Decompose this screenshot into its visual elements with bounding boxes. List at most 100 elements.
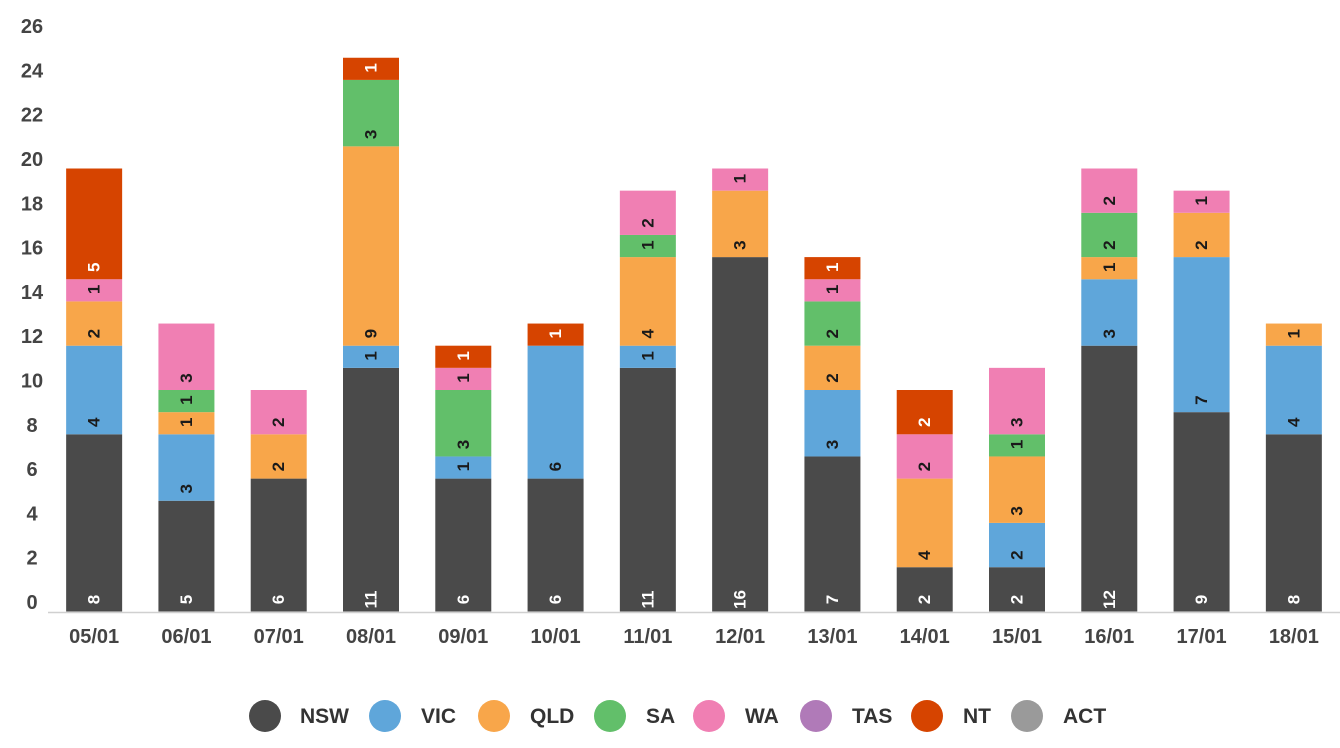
- y-tick-label: 4: [26, 503, 38, 525]
- data-label-qld: 2: [269, 462, 288, 471]
- legend-label: ACT: [1063, 705, 1106, 728]
- legend-label: NSW: [300, 705, 349, 728]
- data-label-nsw: 11: [638, 591, 657, 609]
- bar-segment-vic: [343, 345, 399, 368]
- bar-segment-vic: [804, 390, 861, 457]
- bar-segment-qld: [250, 434, 307, 479]
- bar-stack-07/01: 6 2 2: [250, 390, 307, 612]
- x-tick-label: 16/01: [1084, 626, 1134, 648]
- bar-segment-vic: [158, 434, 215, 501]
- data-label-nsw: 6: [454, 595, 473, 604]
- bar-stack-14/01: 2 4 2 2: [896, 390, 953, 612]
- bar-segment-nt: [435, 345, 492, 368]
- y-tick-label: 16: [21, 238, 43, 260]
- data-label-nsw: 9: [1192, 595, 1211, 604]
- y-tick-label: 6: [26, 459, 37, 481]
- bar-segment-wa: [804, 279, 861, 302]
- data-label-qld: 4: [638, 328, 657, 338]
- bar-segment-nsw: [896, 567, 953, 612]
- y-tick-label: 14: [21, 282, 44, 304]
- data-label-sa: 1: [177, 395, 196, 404]
- bar-segment-vic: [1081, 279, 1138, 346]
- bars: 8421553113622111931613116611114121631732…: [66, 57, 1322, 612]
- bar-segment-vic: [527, 345, 584, 479]
- bar-segment-nsw: [712, 257, 769, 612]
- legend-marker: [911, 700, 943, 732]
- bar-segment-nsw: [435, 478, 492, 612]
- bar-segment-sa: [619, 234, 676, 258]
- legend-item-tas: TAS: [800, 700, 892, 732]
- bar-segment-qld: [1265, 323, 1322, 346]
- data-label-vic: 1: [362, 351, 381, 360]
- bar-segment-sa: [435, 390, 492, 457]
- data-label-wa: 3: [1008, 418, 1027, 427]
- data-label-vic: 2: [1008, 550, 1027, 559]
- bar-segment-nsw: [1081, 345, 1138, 612]
- data-label-vic: 3: [823, 440, 842, 449]
- data-label-vic: 4: [85, 417, 104, 427]
- y-tick-label: 2: [26, 548, 37, 570]
- data-label-nsw: 2: [915, 595, 934, 604]
- data-label-qld: 2: [823, 373, 842, 382]
- bar-segment-sa: [158, 390, 215, 413]
- x-tick-label: 05/01: [69, 626, 119, 648]
- legend-item-sa: SA: [594, 700, 675, 732]
- data-label-sa: 2: [1100, 240, 1119, 249]
- y-tick-label: 8: [26, 415, 37, 437]
- data-label-sa: 3: [454, 440, 473, 449]
- bar-segment-qld: [1081, 257, 1138, 280]
- data-label-qld: 1: [1284, 329, 1303, 338]
- x-tick-label: 12/01: [715, 626, 765, 648]
- x-tick-label: 11/01: [623, 626, 672, 648]
- data-label-wa: 1: [85, 285, 104, 294]
- data-label-qld: 2: [85, 329, 104, 338]
- bar-segment-qld: [158, 412, 215, 435]
- y-tick-label: 0: [26, 592, 37, 614]
- y-tick-label: 22: [21, 105, 43, 127]
- legend-label: NT: [963, 705, 991, 728]
- bar-segment-sa: [1081, 212, 1138, 258]
- data-label-nt: 1: [362, 63, 381, 72]
- x-tick-label: 15/01: [992, 626, 1042, 648]
- bar-segment-wa: [66, 279, 123, 302]
- bar-segment-wa: [712, 168, 769, 191]
- bar-segment-qld: [1173, 212, 1230, 258]
- data-label-nsw: 6: [546, 595, 565, 604]
- bar-segment-wa: [158, 323, 215, 390]
- data-label-nt: 1: [454, 351, 473, 360]
- bar-segment-qld: [343, 146, 399, 346]
- data-label-vic: 3: [1100, 329, 1119, 338]
- bar-segment-wa: [1173, 190, 1230, 213]
- legend-marker: [594, 700, 626, 732]
- bar-segment-sa: [343, 79, 399, 147]
- data-label-nt: 1: [546, 329, 565, 338]
- data-label-nsw: 8: [85, 595, 104, 604]
- y-tick-label: 12: [21, 326, 43, 348]
- x-tick-label: 13/01: [807, 626, 857, 648]
- data-label-wa: 3: [177, 373, 196, 382]
- bar-segment-vic: [435, 456, 492, 479]
- y-tick-label: 20: [21, 149, 43, 171]
- bar-segment-nsw: [1173, 412, 1230, 612]
- bar-segment-qld: [804, 345, 861, 390]
- legend: NSW VIC QLD SA WA TAS NT ACT: [249, 700, 1106, 732]
- bar-segment-nsw: [619, 367, 676, 612]
- data-label-qld: 3: [1008, 506, 1027, 515]
- data-label-vic: 1: [454, 462, 473, 471]
- bar-segment-qld: [712, 190, 769, 258]
- data-label-vic: 1: [638, 351, 657, 360]
- bar-stack-15/01: 2 2 3 1 3: [989, 367, 1045, 612]
- legend-marker: [369, 700, 401, 732]
- data-label-sa: 1: [638, 240, 657, 249]
- data-label-sa: 1: [1008, 440, 1027, 449]
- bar-segment-qld: [619, 257, 676, 346]
- bar-segment-nsw: [158, 500, 215, 612]
- bar-segment-wa: [250, 390, 307, 435]
- data-label-vic: 3: [177, 484, 196, 493]
- data-label-wa: 1: [823, 285, 842, 294]
- bar-segment-nsw: [250, 478, 307, 612]
